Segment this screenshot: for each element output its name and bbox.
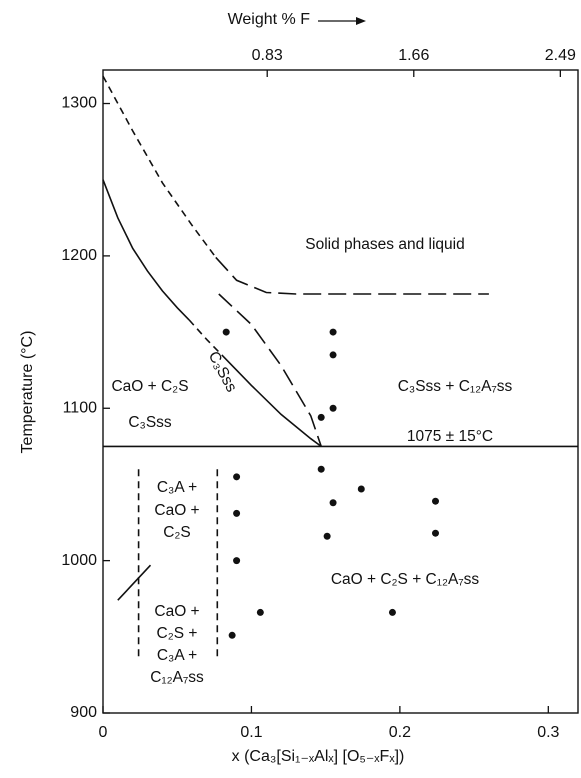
phase-boundary [102, 75, 217, 258]
annotation: Solid phases and liquid [305, 236, 464, 253]
phase-boundary [117, 564, 152, 601]
y-tick-label: 1300 [61, 95, 97, 112]
data-point [388, 608, 396, 616]
data-point [233, 509, 241, 517]
data-point [432, 497, 439, 505]
annotation: C₂S [163, 524, 191, 541]
y-axis-label: Temperature (°C) [19, 331, 36, 454]
data-point [317, 413, 325, 421]
x2-tick-label: 2.49 [545, 47, 576, 64]
annotation: CaO + [154, 502, 199, 519]
y-tick-label: 1000 [61, 552, 97, 569]
annotation: CaO + [154, 603, 199, 620]
x-tick-label: 0.1 [240, 724, 262, 741]
annotation: C₃Sss [128, 414, 172, 431]
phase-boundary [215, 256, 489, 295]
annotation: 1075 ± 15°C [407, 428, 493, 445]
annotation: C₃Sss + C₁₂A₇ss [398, 378, 513, 395]
data-point [357, 485, 365, 493]
annotation: C₃A + [157, 479, 197, 496]
x-axis-label: x (Ca₃[Si₁₋ₓAlₓ] [O₅₋ₓFₓ]) [232, 748, 405, 765]
x2-tick-label: 1.66 [398, 47, 429, 64]
y-tick-label: 1100 [63, 399, 98, 416]
phase-boundary [102, 179, 190, 321]
x2-tick-label: 0.83 [252, 47, 283, 64]
annotation: C₃A + [157, 647, 197, 664]
annotation: C₂S + [157, 625, 198, 642]
data-point [329, 351, 337, 359]
arrow [318, 17, 366, 25]
data-point [317, 465, 325, 473]
data-point [233, 557, 241, 565]
annotation: C₃Sss [205, 349, 240, 395]
plot-frame [102, 69, 579, 714]
data-point [233, 473, 241, 481]
x2-axis-label: Weight % F [228, 11, 311, 28]
data-point [329, 328, 337, 336]
phase-boundary [221, 354, 322, 448]
y-tick-label: 900 [70, 704, 97, 721]
annotation: CaO + C₂S [111, 378, 188, 395]
data-point [256, 608, 264, 616]
y-tick-label: 1200 [61, 247, 97, 264]
phase-boundary [188, 319, 223, 356]
data-point [323, 532, 331, 540]
phase-boundary [218, 293, 322, 447]
annotation: CaO + C₂S + C₁₂A₇ss [331, 571, 480, 588]
data-point [329, 499, 337, 507]
data-point [329, 404, 337, 412]
x-tick-label: 0 [99, 724, 108, 741]
annotation: C₁₂A₇ss [150, 669, 204, 686]
x-tick-label: 0.2 [389, 724, 411, 741]
x-tick-label: 0.3 [537, 724, 559, 741]
data-point [222, 328, 230, 336]
data-point [432, 529, 439, 537]
data-point [228, 631, 236, 639]
